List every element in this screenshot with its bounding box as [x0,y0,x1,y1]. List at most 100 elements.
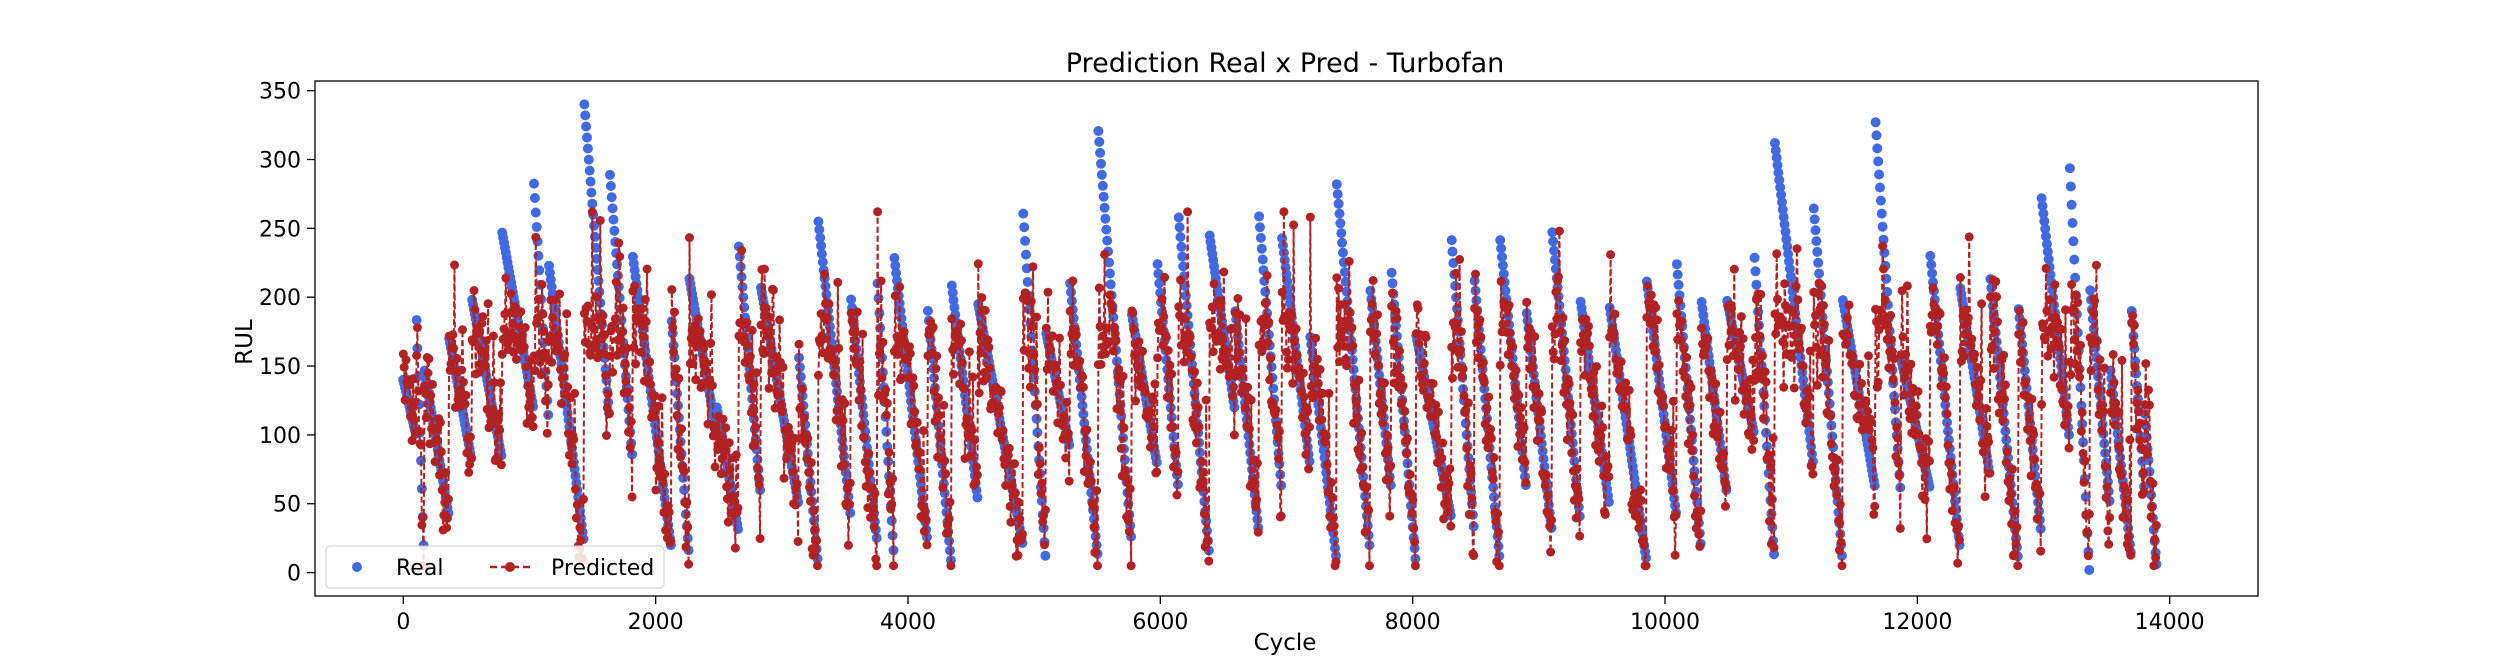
predicted-point [1756,289,1766,299]
real-point [1672,269,1683,280]
predicted-point [1924,436,1934,446]
predicted-point [1445,464,1455,474]
predicted-point [977,293,987,303]
predicted-point [1075,356,1085,366]
predicted-point [616,335,626,345]
real-point [795,371,806,382]
predicted-point [1010,459,1019,469]
predicted-point [437,485,447,495]
predicted-point [1769,543,1779,553]
predicted-point [1444,479,1454,488]
real-point [411,315,422,326]
predicted-point [1463,398,1473,408]
predicted-point [887,499,897,509]
predicted-point [1733,353,1743,363]
predicted-point [1203,536,1213,546]
predicted-point [1395,372,1405,382]
predicted-point [1851,391,1861,401]
predicted-point [1609,329,1619,339]
predicted-point [1941,382,1951,392]
predicted-point [2056,324,2066,334]
predicted-point [623,387,633,397]
predicted-point [457,365,467,375]
predicted-point [1078,382,1088,392]
predicted-point [496,378,505,388]
predicted-point [528,422,538,432]
predicted-point [571,513,581,523]
predicted-point [2030,455,2040,464]
predicted-point [1999,350,2009,360]
predicted-point [1260,298,1270,308]
predicted-point [1818,372,1828,382]
real-point [600,364,611,375]
real-point [1496,243,1507,254]
predicted-point [1305,212,1315,222]
predicted-point [822,313,832,323]
real-point [1685,414,1696,425]
predicted-point [1857,378,1866,388]
predicted-point [1414,338,1424,348]
predicted-point [1812,380,1822,390]
predicted-point [443,513,452,523]
predicted-point [869,522,879,532]
predicted-point [1758,413,1768,423]
predicted-point [1724,340,1734,350]
predicted-point [1821,351,1831,361]
predicted-point [1888,374,1898,384]
predicted-point [2093,385,2103,395]
predicted-point [1419,358,1429,368]
predicted-point [1541,470,1551,480]
real-point [1811,236,1822,247]
predicted-point [1276,511,1286,521]
predicted-point [667,285,677,295]
predicted-point [1478,358,1488,367]
real-point [1096,169,1107,180]
predicted-point [1108,346,1118,356]
real-point [2065,181,2076,192]
predicted-point [1357,428,1367,438]
predicted-point [1893,433,1903,443]
predicted-point [557,373,567,383]
predicted-point [424,354,434,364]
predicted-point [1340,300,1350,309]
real-point [1446,235,1457,246]
predicted-point [1713,427,1723,436]
predicted-point [2130,362,2140,372]
predicted-point [1407,508,1417,518]
predicted-point [1616,357,1626,367]
predicted-point [749,379,759,389]
real-point [1875,182,1885,193]
predicted-point [984,342,994,352]
predicted-point [934,393,943,403]
predicted-point [737,245,747,255]
predicted-point [682,497,692,507]
predicted-point [752,368,762,378]
predicted-point [614,238,624,248]
predicted-point [2017,347,2027,356]
predicted-point [967,425,977,435]
predicted-point [1787,352,1797,362]
predicted-point [754,480,764,490]
predicted-point [1428,379,1438,389]
predicted-point [742,318,752,328]
predicted-point [1887,335,1896,345]
predicted-point [1327,478,1336,487]
predicted-point [1522,297,1532,307]
predicted-point [2138,468,2148,478]
predicted-point [1624,385,1634,395]
y-tick-label: 350 [259,80,301,105]
predicted-point [1372,329,1382,339]
predicted-point [1066,349,1076,359]
predicted-point [1668,486,1677,496]
predicted-point [1138,346,1147,356]
predicted-point [1063,428,1073,438]
predicted-point [1494,527,1503,537]
predicted-point [1303,406,1313,416]
predicted-point [973,259,983,269]
predicted-point [1665,465,1675,475]
predicted-point [1765,516,1775,526]
predicted-point [1128,308,1138,318]
real-point [2064,163,2075,174]
predicted-point [968,372,978,382]
predicted-point [845,478,855,488]
